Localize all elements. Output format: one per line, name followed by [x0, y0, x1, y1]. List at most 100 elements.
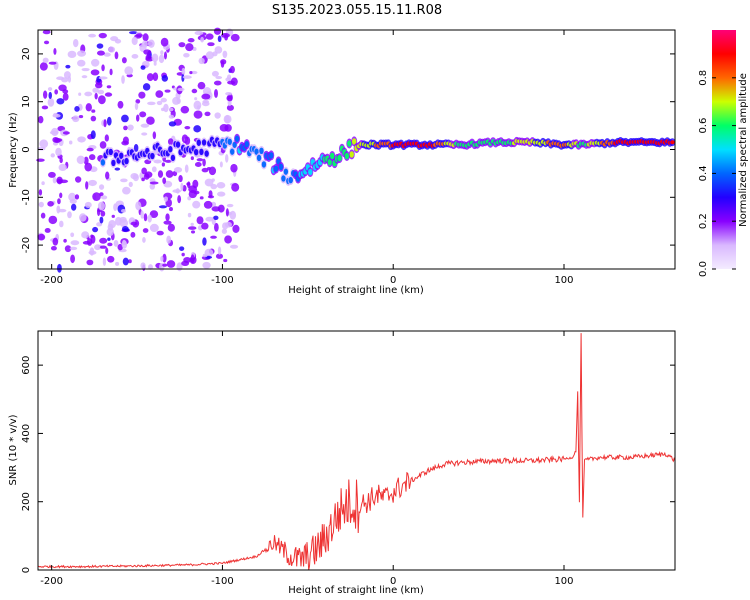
noise-blob: [94, 92, 98, 100]
x-tick-label: -100: [211, 576, 234, 587]
noise-blob: [224, 34, 229, 41]
noise-blob: [99, 237, 108, 244]
noise-blob: [175, 188, 180, 194]
noise-blob: [166, 260, 176, 268]
noise-blob: [85, 103, 92, 112]
noise-blob: [81, 75, 88, 79]
noise-blob: [225, 153, 229, 163]
noise-blob: [138, 91, 146, 99]
noise-blob: [38, 201, 44, 208]
noise-blob: [140, 210, 144, 219]
noise-blob: [56, 138, 63, 142]
snr-x-label: Height of straight line (km): [288, 585, 424, 596]
noise-blob: [215, 253, 224, 259]
noise-blob: [77, 59, 86, 67]
noise-blob: [72, 38, 79, 48]
noise-blob: [106, 116, 112, 126]
ridge-core: [327, 159, 332, 166]
ridge-core: [337, 154, 342, 162]
noise-blob: [165, 170, 174, 178]
noise-blob: [161, 107, 165, 112]
noise-blob: [102, 257, 107, 266]
noise-blob: [177, 195, 182, 204]
noise-blob: [168, 207, 173, 212]
noise-blob: [149, 223, 159, 233]
noise-blob: [84, 162, 93, 172]
noise-blob: [184, 125, 191, 130]
noise-blob: [109, 68, 113, 76]
ridge-core: [283, 168, 289, 175]
noise-blob: [182, 75, 192, 79]
y-tick-label: 0: [21, 146, 32, 152]
noise-blob: [38, 189, 43, 196]
noise-blob: [160, 256, 164, 262]
noise-blob: [213, 215, 219, 220]
noise-blob: [135, 201, 142, 211]
noise-blob: [190, 156, 194, 161]
noise-blob: [178, 175, 183, 183]
noise-blob: [108, 46, 116, 53]
x-tick-label: -200: [40, 576, 63, 587]
noise-blob: [188, 190, 197, 199]
snr-series-line: [38, 333, 676, 571]
noise-blob: [217, 204, 225, 213]
noise-blob: [140, 123, 150, 128]
noise-blob: [104, 134, 109, 142]
noise-blob: [164, 159, 172, 163]
noise-blob: [98, 76, 108, 80]
noise-blob: [229, 244, 239, 249]
noise-blob: [160, 97, 167, 103]
noise-blob: [157, 170, 164, 178]
ridge-core: [229, 148, 235, 155]
spectrogram-x-ticks: -200 -100 0 100: [40, 30, 574, 286]
noise-blob: [43, 40, 50, 45]
noise-blob: [74, 105, 80, 112]
spectrogram-y-ticks: 20 10 0 -10 -20: [21, 48, 675, 253]
noise-blob: [92, 192, 101, 201]
ridge-core: [201, 139, 207, 146]
x-tick-label: 0: [390, 576, 396, 587]
noise-blob: [158, 205, 168, 209]
noise-blob: [191, 88, 198, 94]
noise-blob: [129, 31, 138, 35]
noise-blob: [194, 162, 202, 167]
noise-blob: [100, 210, 106, 217]
noise-blob: [52, 112, 59, 118]
noise-blob: [180, 182, 184, 192]
noise-blob: [67, 75, 71, 83]
ridge-core: [347, 140, 352, 147]
noise-blob: [85, 181, 89, 190]
noise-blob: [101, 64, 105, 72]
noise-blob: [149, 181, 159, 185]
noise-blob: [168, 107, 174, 112]
noise-blob: [184, 164, 189, 173]
noise-blob: [131, 36, 138, 46]
noise-blob: [178, 42, 186, 48]
colorbar-tick-label: 0.4: [698, 165, 709, 181]
noise-blob: [196, 158, 204, 162]
y-tick-label: 20: [21, 48, 32, 61]
noise-blob: [205, 216, 214, 222]
spectrogram-x-label: Height of straight line (km): [288, 285, 424, 296]
noise-blob: [107, 242, 113, 247]
y-tick-label: 400: [21, 424, 32, 443]
noise-blob: [161, 75, 169, 82]
noise-blob: [217, 191, 226, 197]
noise-blob: [225, 91, 233, 96]
noise-blob: [57, 198, 61, 205]
ridge-core: [124, 157, 129, 165]
noise-blob: [143, 49, 152, 55]
ridge-core: [227, 138, 232, 145]
noise-blob: [91, 58, 100, 67]
noise-blob: [88, 179, 97, 187]
noise-blob: [42, 57, 49, 63]
noise-blob: [149, 210, 159, 218]
ridge-core: [281, 175, 286, 182]
ridge-core: [308, 168, 313, 176]
ridge-core: [196, 139, 201, 146]
noise-blob: [226, 95, 233, 102]
noise-blob: [105, 247, 109, 255]
noise-blob: [202, 261, 211, 269]
noise-blob: [161, 162, 166, 167]
noise-blob: [190, 222, 194, 226]
